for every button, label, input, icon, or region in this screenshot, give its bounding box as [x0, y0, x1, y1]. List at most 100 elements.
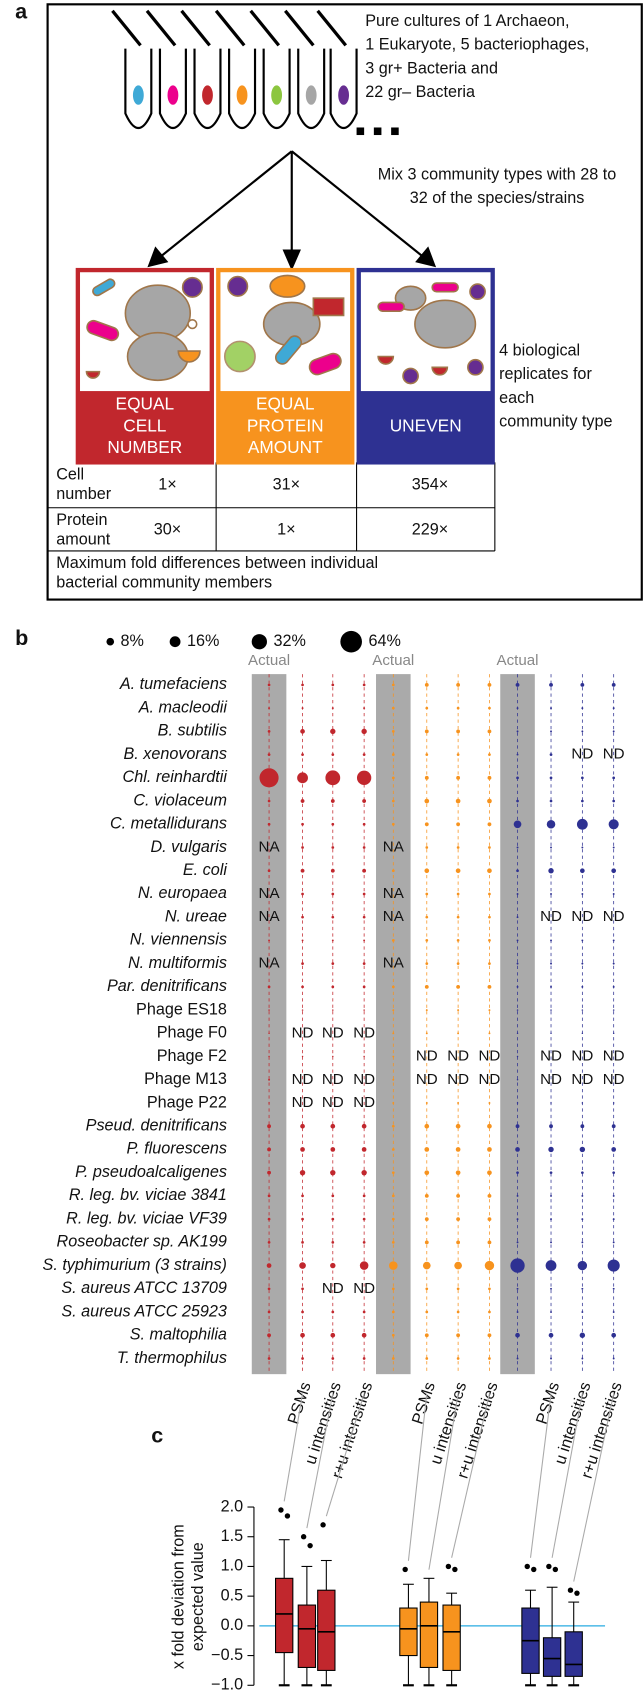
bubble	[549, 799, 553, 803]
box	[399, 1607, 418, 1657]
category-label: N. ureae	[165, 907, 227, 925]
bubble	[267, 1241, 271, 1244]
bubble	[581, 730, 584, 733]
bubble	[331, 1241, 335, 1244]
bubble	[300, 799, 305, 803]
bubble	[267, 683, 271, 687]
bubble	[516, 1055, 519, 1058]
bubble	[331, 707, 334, 710]
connector	[306, 1393, 334, 1529]
bubble	[456, 1193, 461, 1198]
bubble	[516, 1009, 519, 1011]
bubble	[612, 730, 615, 733]
bubble	[361, 728, 367, 735]
bubble	[455, 1170, 461, 1176]
bubble	[612, 939, 615, 942]
community-band	[77, 391, 212, 463]
bubble	[516, 916, 519, 919]
category-label: Phage F0	[157, 1024, 227, 1042]
bubble	[391, 799, 395, 803]
bubble	[456, 1287, 460, 1291]
bubble	[612, 1009, 615, 1011]
value-label: ND	[322, 1094, 344, 1111]
bubble	[389, 1261, 398, 1270]
bubble	[391, 1124, 395, 1128]
bubble	[488, 753, 491, 756]
bubble	[300, 729, 305, 734]
bubble	[362, 985, 366, 989]
bubble	[425, 1310, 429, 1314]
bubble	[331, 985, 335, 989]
category-label: S. aureus ATCC 25923	[61, 1302, 227, 1320]
value-label: NA	[259, 839, 281, 856]
box	[275, 1577, 294, 1654]
bubble	[515, 1332, 520, 1338]
bubble	[513, 820, 522, 829]
bubble	[299, 1262, 306, 1269]
bubble	[330, 1169, 336, 1176]
bubble	[456, 683, 461, 687]
bubble	[487, 1240, 492, 1245]
value-label: ND	[322, 1280, 344, 1297]
bubble	[488, 1287, 491, 1291]
bubble	[297, 772, 308, 784]
tube	[124, 48, 153, 130]
bubble	[488, 706, 491, 710]
size-legend-mark	[251, 634, 267, 650]
bubble	[612, 985, 615, 988]
category-label: Chl. reinhardtii	[123, 768, 228, 786]
bubble	[456, 846, 460, 849]
flier	[524, 1563, 530, 1570]
bubble	[581, 799, 584, 803]
bubble	[330, 1123, 336, 1129]
bubble	[577, 1260, 588, 1271]
y-tick-label: 0.5	[221, 1586, 244, 1604]
bubble	[457, 1102, 460, 1104]
bubble	[581, 776, 584, 780]
mix-text: 32 of the species/strains	[410, 189, 585, 207]
flier	[445, 1563, 452, 1570]
bubble	[488, 915, 491, 919]
bubble	[392, 1078, 395, 1081]
bubble	[549, 683, 553, 687]
bubble	[331, 892, 335, 896]
bubble	[487, 822, 492, 827]
bubble	[301, 1009, 304, 1011]
bubble	[548, 868, 554, 874]
bubble	[488, 939, 491, 942]
bubble	[488, 846, 491, 849]
bubble	[516, 1032, 519, 1035]
bubble	[607, 1259, 620, 1272]
bubble	[516, 776, 519, 780]
bubble	[457, 1032, 460, 1035]
bubble	[488, 1032, 491, 1035]
value-label: NA	[383, 955, 405, 972]
connector	[283, 1393, 304, 1502]
culture	[305, 85, 317, 105]
bubble	[424, 798, 430, 804]
bubble	[550, 985, 552, 988]
box	[419, 1601, 439, 1668]
value-label: ND	[540, 1048, 562, 1065]
community-name: EQUAL	[256, 394, 315, 414]
bubble	[301, 1287, 304, 1291]
bubble	[612, 707, 615, 710]
value-label: ND	[603, 1048, 625, 1065]
y-axis-label: x fold deviation from	[170, 1524, 188, 1669]
flier	[278, 1507, 284, 1513]
bubble	[516, 1171, 519, 1175]
bubble	[301, 1217, 304, 1221]
bubble	[362, 868, 367, 873]
bubble	[268, 1078, 271, 1081]
culture	[202, 85, 213, 105]
bubble	[424, 775, 429, 780]
bubble	[267, 753, 271, 756]
row-header: amount	[56, 530, 110, 548]
category-label: Roseobacter sp. AK199	[57, 1233, 227, 1251]
bubble	[425, 1357, 429, 1360]
bubble	[300, 1332, 305, 1338]
bubble	[392, 1102, 395, 1104]
bubble	[456, 1217, 461, 1222]
category-label: P. fluorescens	[126, 1140, 226, 1158]
bubble	[456, 753, 460, 756]
